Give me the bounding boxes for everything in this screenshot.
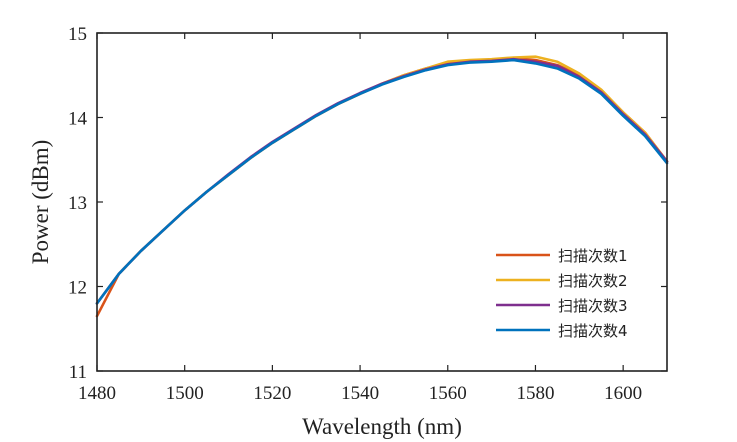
y-axis-title: Power (dBm) (28, 140, 53, 265)
y-tick-label: 15 (68, 24, 87, 45)
plot-area (97, 33, 667, 371)
ticks-group: 1480 1500 1520 1540 1560 1580 1600 11 12 13 14 15 (68, 24, 667, 404)
series-group (95, 55, 669, 318)
y-tick-label: 13 (68, 193, 87, 214)
x-tick-label: 1560 (429, 383, 467, 404)
y-tick-label: 14 (68, 109, 88, 130)
legend: 扫描次数1 扫描次数2 扫描次数3 扫描次数4 (496, 247, 628, 340)
x-tick-label: 1580 (516, 383, 554, 404)
legend-label-4: 扫描次数4 (558, 322, 628, 340)
x-tick-label: 1540 (341, 383, 379, 404)
x-axis-title: Wavelength (nm) (302, 414, 462, 439)
legend-label-1: 扫描次数1 (558, 247, 628, 265)
x-tick-label: 1480 (78, 383, 116, 404)
x-tick-label: 1500 (166, 383, 204, 404)
x-tick-label: 1520 (253, 383, 291, 404)
x-tick-label: 1600 (604, 383, 642, 404)
legend-label-3: 扫描次数3 (558, 297, 628, 315)
y-tick-label: 11 (69, 362, 87, 383)
series-line-4 (95, 58, 669, 305)
y-tick-label: 12 (68, 278, 87, 299)
legend-label-2: 扫描次数2 (558, 272, 628, 290)
